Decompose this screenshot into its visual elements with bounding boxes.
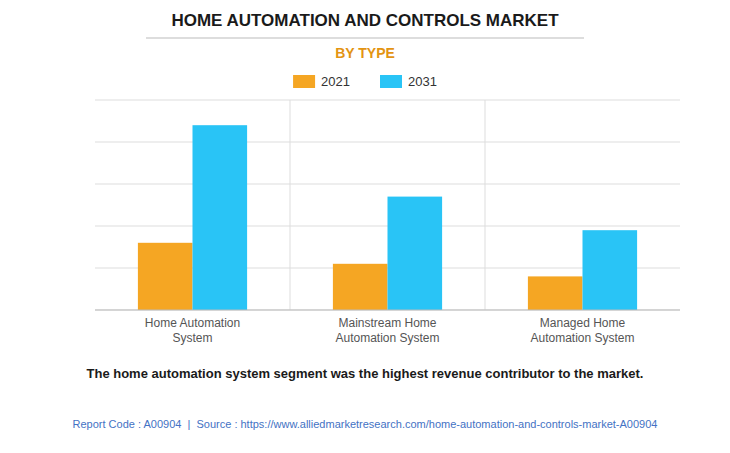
grid-line bbox=[95, 184, 680, 185]
bar bbox=[528, 276, 583, 310]
group-separator bbox=[290, 100, 291, 310]
bar bbox=[388, 197, 443, 310]
x-axis-line bbox=[95, 310, 680, 311]
subtitle: BY TYPE bbox=[335, 45, 395, 61]
grid-line bbox=[95, 142, 680, 143]
legend-item: 2031 bbox=[380, 74, 437, 89]
source: Report Code : A00904 | Source : https://… bbox=[73, 418, 658, 430]
legend-label: 2031 bbox=[408, 74, 437, 89]
legend-item: 2021 bbox=[293, 74, 350, 89]
x-tick-label: Mainstream HomeAutomation System bbox=[335, 316, 439, 345]
title: HOME AUTOMATION AND CONTROLS MARKET bbox=[171, 11, 559, 30]
legend: 2021 2031 bbox=[293, 74, 437, 89]
grid bbox=[95, 100, 680, 310]
bars bbox=[138, 125, 637, 310]
bar bbox=[333, 264, 388, 310]
title-rule bbox=[146, 38, 584, 39]
x-tick-label: Managed HomeAutomation System bbox=[530, 316, 634, 345]
legend-label: 2021 bbox=[321, 74, 350, 89]
group-separator bbox=[485, 100, 486, 310]
grid-line bbox=[95, 310, 680, 311]
chart: HOME AUTOMATION AND CONTROLS MARKET BY TY… bbox=[0, 0, 730, 453]
legend-swatch bbox=[293, 75, 315, 88]
legend-swatch bbox=[380, 75, 402, 88]
bar bbox=[193, 125, 248, 310]
footer: The home automation system segment was t… bbox=[87, 366, 644, 381]
bar bbox=[583, 230, 638, 310]
x-tick-label: Home AutomationSystem bbox=[145, 316, 240, 345]
bar bbox=[138, 243, 193, 310]
grid-line bbox=[95, 100, 680, 101]
